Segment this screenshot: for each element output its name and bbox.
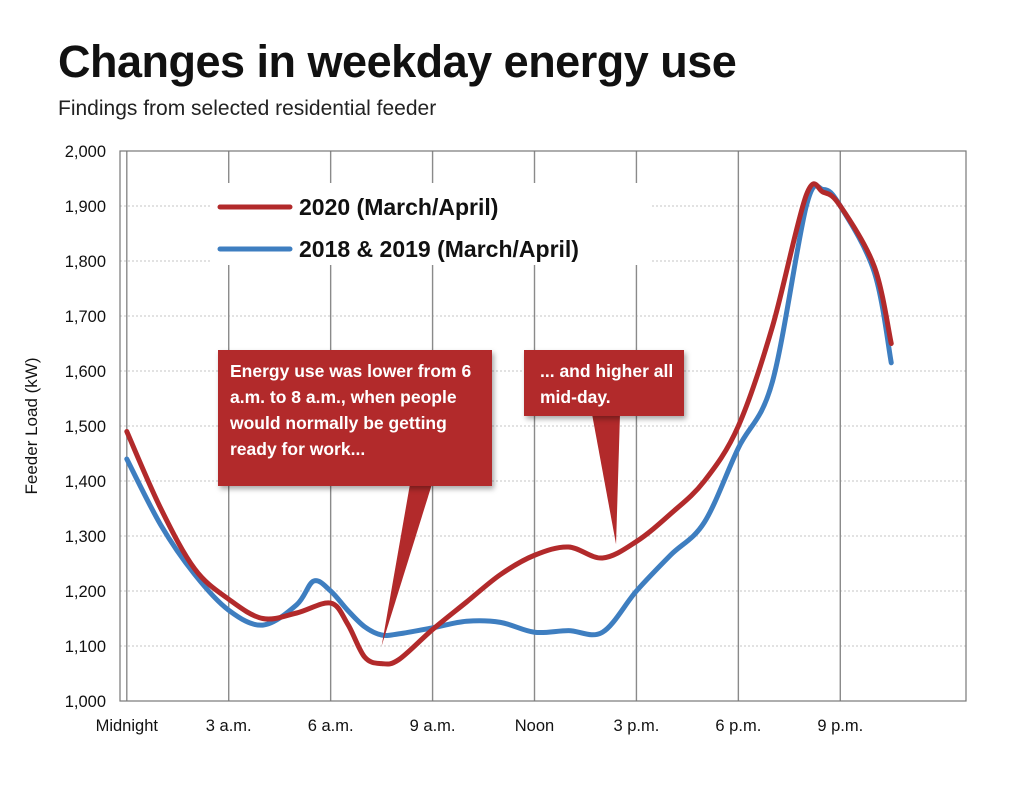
callout-pointer-midday (592, 414, 620, 545)
series-layer (124, 181, 894, 667)
x-tick-label: Midnight (96, 717, 159, 735)
x-tick-label: 3 p.m. (614, 717, 660, 735)
chart-subtitle: Findings from selected residential feede… (58, 97, 437, 120)
legend-label-2018-2019: 2018 & 2019 (March/April) (299, 236, 579, 262)
x-tick-labels: Midnight 3 a.m. 6 a.m. 9 a.m. Noon 3 p.m. 6 p.… (96, 717, 864, 735)
legend-label-2020: 2020 (March/April) (299, 194, 499, 220)
y-axis-label: Feeder Load (kW) (22, 358, 41, 495)
y-tick-labels: 1,000 1,100 1,200 1,300 1,400 1,500 1,600 1,700… (65, 143, 106, 711)
x-tick-label: Noon (515, 717, 554, 735)
x-tick-label: 9 a.m. (410, 717, 456, 735)
legend (212, 183, 652, 265)
x-tick-label: 6 a.m. (308, 717, 354, 735)
chart-title: Changes in weekday energy use (58, 36, 737, 87)
x-tick-label: 3 a.m. (206, 717, 252, 735)
y-tick-label: 1,800 (65, 253, 106, 271)
y-tick-label: 1,900 (65, 198, 106, 216)
y-tick-label: 1,700 (65, 308, 106, 326)
series-line-2020 (124, 181, 894, 667)
x-tick-label: 9 p.m. (817, 717, 863, 735)
callout-pointers (381, 414, 620, 646)
y-tick-label: 1,100 (65, 638, 106, 656)
y-tick-label: 2,000 (65, 143, 106, 161)
plot-area-frame (119, 150, 967, 702)
y-tick-label: 1,500 (65, 418, 106, 436)
callout-midday-higher: ... and higher all mid-day. (524, 350, 684, 416)
y-tick-label: 1,300 (65, 528, 106, 546)
callout-morning-lower: Energy use was lower from 6 a.m. to 8 a.… (218, 350, 492, 486)
x-tick-label: 6 p.m. (715, 717, 761, 735)
y-tick-label: 1,400 (65, 473, 106, 491)
y-tick-label: 1,200 (65, 583, 106, 601)
y-tick-label: 1,600 (65, 363, 106, 381)
callout-pointer-morning (381, 484, 432, 646)
y-tick-label: 1,000 (65, 693, 106, 711)
